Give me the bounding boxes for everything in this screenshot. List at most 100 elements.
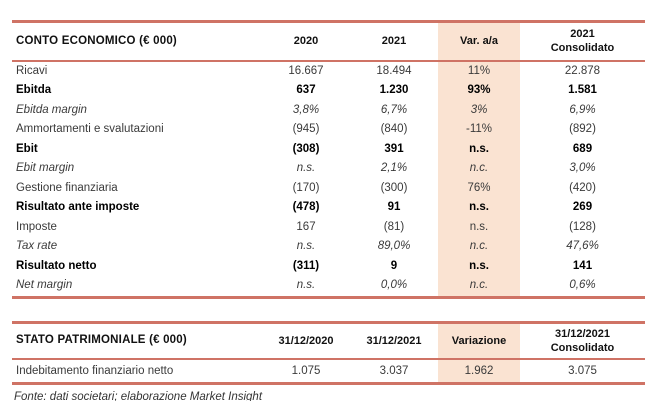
value-variation: n.c. — [438, 159, 520, 179]
value-2020: n.s. — [296, 240, 316, 252]
value-variation: n.s. — [438, 198, 520, 218]
income-statement-header: CONTO ECONOMICO (€ 000) 2020 2021 Var. a… — [12, 20, 645, 62]
value-variation: 3% — [438, 100, 520, 120]
table-row: Ebit (308) 391 n.s. 689 — [12, 139, 645, 159]
value-2020: 16.667 — [288, 64, 324, 77]
financial-report-page: CONTO ECONOMICO (€ 000) 2020 2021 Var. a… — [0, 20, 654, 401]
row-label: Ebitda — [16, 84, 52, 96]
value-2021: 1.230 — [379, 84, 409, 96]
value-consolidato: 0,6% — [569, 279, 596, 291]
value-consolidato: 141 — [572, 259, 593, 272]
value-variation: -11% — [438, 120, 520, 140]
consolidato-date: 31/12/2021 — [554, 327, 611, 340]
balance-sheet-title: STATO PATRIMONIALE (€ 000) — [12, 320, 262, 361]
consolidato-label: Consolidato — [550, 42, 615, 55]
value-variation: n.s. — [438, 256, 520, 276]
row-label: Ricavi — [16, 64, 48, 77]
table-row: Risultato netto (311) 9 n.s. 141 — [12, 256, 645, 276]
value-2020: (945) — [292, 123, 320, 135]
column-header-var: Var. a/a — [438, 20, 520, 62]
value-variation: n.c. — [438, 276, 520, 297]
value-consolidato: (420) — [569, 181, 596, 194]
value-2021: (840) — [380, 123, 408, 135]
value-2020: 167 — [296, 220, 316, 233]
table-row: Ebitda margin 3,8% 6,7% 3% 6,9% — [12, 100, 645, 120]
balance-sheet-body: Indebitamento finanziario netto 1.075 3.03… — [12, 359, 645, 384]
value-2020: 3,8% — [292, 103, 320, 116]
value-2020: (170) — [292, 181, 320, 194]
header-row: CONTO ECONOMICO (€ 000) 2020 2021 Var. a… — [12, 20, 645, 62]
table-row: Indebitamento finanziario netto 1.075 3.03… — [12, 359, 645, 384]
income-statement-body: Ricavi 16.667 18.494 11% 22.878 Ebitda 637 1.23… — [12, 60, 645, 297]
column-header-2021: 2021 — [350, 20, 438, 62]
value-variation: 76% — [438, 178, 520, 198]
table-row: Gestione finanziaria (170) (300) 76% (420) — [12, 178, 645, 198]
table-row: Net margin n.s. 0,0% n.c. 0,6% — [12, 276, 645, 297]
value-consolidato: 1.581 — [568, 84, 597, 96]
row-label: Ebit — [16, 142, 38, 155]
value-consolidato: 3.075 — [568, 365, 597, 378]
value-consolidato: 3,0% — [569, 162, 596, 174]
table-row: Risultato ante imposte (478) 91 n.s. 269 — [12, 198, 645, 218]
row-label: Risultato netto — [16, 259, 97, 272]
row-label: Net margin — [16, 279, 73, 291]
table-row: Ebitda 637 1.230 93% 1.581 — [12, 81, 645, 101]
value-consolidato: 6,9% — [569, 103, 596, 116]
column-header-2020: 2020 — [262, 20, 350, 62]
value-variation: 1.962 — [438, 359, 520, 384]
row-label: Imposte — [16, 220, 57, 233]
value-2020: n.s. — [296, 162, 316, 174]
value-2020: 637 — [296, 84, 316, 96]
value-variation: n.s. — [438, 217, 520, 237]
row-label: Ebitda margin — [16, 103, 87, 116]
column-header-variazione: Variazione — [438, 320, 520, 361]
income-statement-table: CONTO ECONOMICO (€ 000) 2020 2021 Var. a… — [12, 20, 645, 299]
value-2021: 3.037 — [379, 365, 409, 378]
value-consolidato: 269 — [572, 201, 593, 213]
row-label: Tax rate — [16, 240, 58, 252]
table-row: Imposte 167 (81) n.s. (128) — [12, 217, 645, 237]
consolidato-year: 2021 — [570, 27, 595, 40]
balance-sheet-header: STATO PATRIMONIALE (€ 000) 31/12/2020 31… — [12, 320, 645, 361]
header-row: STATO PATRIMONIALE (€ 000) 31/12/2020 31… — [12, 320, 645, 361]
value-2021: 391 — [384, 142, 404, 155]
row-label: Indebitamento finanziario netto — [16, 365, 174, 378]
row-label: Risultato ante imposte — [16, 201, 140, 213]
value-2021: (300) — [380, 181, 408, 194]
value-consolidato: (128) — [569, 220, 596, 233]
value-variation: 11% — [438, 60, 520, 81]
table-row: Tax rate n.s. 89,0% n.c. 47,6% — [12, 237, 645, 257]
table-row: Ebit margin n.s. 2,1% n.c. 3,0% — [12, 159, 645, 179]
value-2021: 89,0% — [377, 240, 411, 252]
value-variation: n.c. — [438, 237, 520, 257]
value-2020: n.s. — [296, 279, 316, 291]
table-row: Ammortamenti e svalutazioni (945) (840) -11… — [12, 120, 645, 140]
value-consolidato: 47,6% — [566, 240, 599, 252]
column-header-31-12-2020: 31/12/2020 — [262, 320, 350, 361]
value-variation: n.s. — [438, 139, 520, 159]
value-2021: 6,7% — [380, 103, 408, 116]
row-label: Ebit margin — [16, 162, 75, 174]
value-2020: (478) — [292, 201, 320, 213]
value-2020: (308) — [292, 142, 320, 155]
value-2021: 91 — [387, 201, 401, 213]
value-2021: 2,1% — [380, 162, 408, 174]
value-2021: 18.494 — [376, 64, 412, 77]
row-label: Ammortamenti e svalutazioni — [16, 123, 164, 135]
column-header-consolidato: 31/12/2021 Consolidato — [520, 320, 645, 361]
value-2020: (311) — [292, 259, 320, 272]
source-note: Fonte: dati societari; elaborazione Mark… — [14, 391, 263, 401]
income-statement-title: CONTO ECONOMICO (€ 000) — [12, 20, 262, 62]
value-2021: 9 — [390, 259, 398, 272]
value-variation: 93% — [438, 81, 520, 101]
value-consolidato: (892) — [569, 123, 596, 135]
consolidato-label: Consolidato — [550, 341, 615, 354]
value-2021: (81) — [383, 220, 405, 233]
row-label: Gestione finanziaria — [16, 181, 118, 194]
value-consolidato: 689 — [572, 142, 593, 155]
balance-sheet-table: STATO PATRIMONIALE (€ 000) 31/12/2020 31… — [12, 320, 645, 386]
column-header-31-12-2021: 31/12/2021 — [350, 320, 438, 361]
value-consolidato: 22.878 — [564, 64, 601, 77]
value-2021: 0,0% — [380, 279, 408, 291]
column-header-consolidato: 2021 Consolidato — [520, 20, 645, 62]
